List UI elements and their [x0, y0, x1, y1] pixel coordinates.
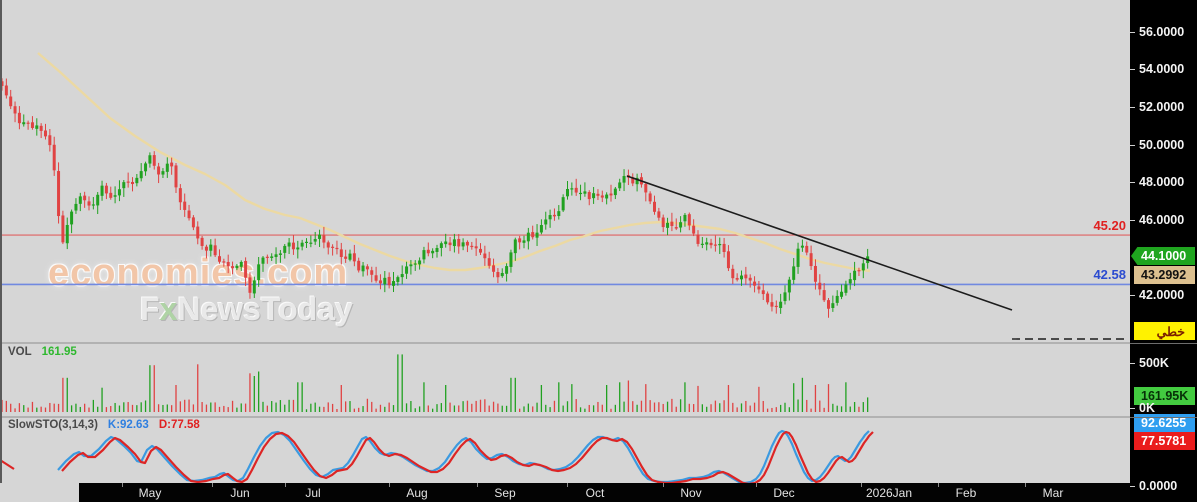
time-axis-month-label: Oct: [585, 486, 605, 500]
price-axis-label: 54.0000: [1139, 62, 1185, 76]
watermark: economies.com FxNewsToday: [48, 252, 353, 328]
stochastic-indicator-label: SlowSTO(3,14,3): [8, 419, 98, 431]
stochastic-d-line: [61, 430, 874, 486]
trendline-tool-badge: خطي: [1134, 322, 1195, 340]
volume-bars-layer: [1, 354, 869, 412]
time-axis-month-label: Sep: [494, 486, 516, 500]
price-axis-tick: [1130, 32, 1135, 33]
price-axis-panel[interactable]: 44.1000 43.2992 خطي 161.95K 92.6255 77.5…: [1130, 0, 1197, 502]
time-axis-month-tick: [285, 483, 286, 487]
price-axis-label: 48.0000: [1139, 175, 1185, 189]
stochastic-k-badge: 92.6255: [1134, 414, 1195, 432]
moving-average-line: [37, 52, 871, 273]
price-axis-tick: [1130, 220, 1135, 221]
time-axis-month-label: Mar: [1042, 486, 1064, 500]
stochastic-d-badge: 77.5781: [1134, 432, 1195, 450]
time-axis-bar[interactable]: [79, 483, 1197, 502]
price-axis-tick: [1130, 182, 1135, 183]
time-axis-month-tick: [477, 483, 478, 487]
price-axis-label: 52.0000: [1139, 100, 1185, 114]
axis-pane-divider: [1130, 417, 1197, 418]
volume-axis-label: 0K: [1139, 401, 1155, 415]
price-axis-tick: [1130, 295, 1135, 296]
trendline: [626, 175, 1013, 311]
price-axis-label: 42.0000: [1139, 288, 1185, 302]
time-axis-month-tick: [122, 483, 123, 487]
candles-layer: [0, 78, 870, 318]
volume-value-badge: 161.95K: [1134, 387, 1195, 405]
time-axis-month-label: May: [138, 486, 162, 500]
volume-axis-tick: [1130, 363, 1135, 364]
axis-pane-divider: [1130, 343, 1197, 344]
time-axis-month-tick: [663, 483, 664, 487]
time-axis-month-label: Aug: [406, 486, 428, 500]
chart-canvas[interactable]: [0, 0, 1130, 502]
volume-last-value: 161.95: [41, 346, 77, 358]
time-axis-month-tick: [567, 483, 568, 487]
price-axis-tick: [1130, 107, 1135, 108]
resistance-level-label: 45.20: [1093, 218, 1126, 234]
time-axis-month-tick: [756, 483, 757, 487]
price-axis-label: 46.0000: [1139, 213, 1185, 227]
watermark-economies: economies.com: [48, 252, 349, 294]
time-axis-month-label: Feb: [955, 486, 977, 500]
stochastic-left-stub: [0, 459, 15, 470]
volume-pane-header: VOL 161.95: [8, 346, 77, 358]
stochastic-pane-header: SlowSTO(3,14,3) K:92.63 D:77.58: [8, 419, 200, 431]
price-axis-tick: [1130, 69, 1135, 70]
time-axis-month-label: 2026Jan: [865, 486, 913, 500]
time-axis-month-tick: [1025, 483, 1026, 487]
price-axis-label: 50.0000: [1139, 138, 1185, 152]
time-axis-month-tick: [389, 483, 390, 487]
price-axis-label: 56.0000: [1139, 25, 1185, 39]
time-axis-month-tick: [938, 483, 939, 487]
time-axis-month-label: Nov: [680, 486, 702, 500]
oscillator-axis-tick: [1130, 486, 1135, 487]
stochastic-k-value: K:92.63: [107, 419, 149, 431]
volume-indicator-label: VOL: [8, 346, 32, 358]
volume-axis-tick: [1130, 408, 1135, 409]
stochastic-k-line: [57, 429, 870, 485]
time-axis-month-label: Dec: [773, 486, 795, 500]
support-level-label: 42.58: [1093, 267, 1126, 283]
moving-average-value-badge: 43.2992: [1134, 266, 1195, 284]
watermark-fxnewstoday: FxNewsToday: [140, 291, 353, 327]
time-axis-month-label: Jul: [305, 486, 321, 500]
time-axis-month-tick: [861, 483, 862, 487]
stochastic-d-value: D:77.58: [158, 419, 200, 431]
time-axis-month-label: Jun: [230, 486, 250, 500]
last-price-badge: 44.1000: [1131, 247, 1195, 265]
volume-axis-label: 500K: [1139, 356, 1169, 370]
oscillator-zero-label: 0.0000: [1139, 479, 1178, 493]
time-axis-month-tick: [212, 483, 213, 487]
price-axis-tick: [1130, 145, 1135, 146]
